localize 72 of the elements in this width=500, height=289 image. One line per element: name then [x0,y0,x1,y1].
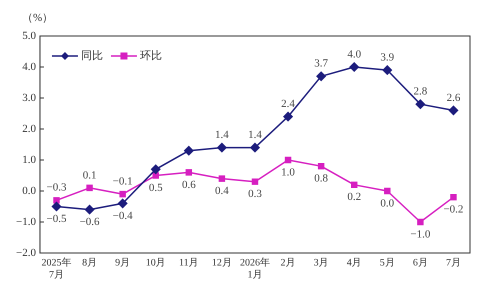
y-tick-label: 3.0 [22,92,36,104]
point [252,178,258,185]
y-axis-title: （%） [22,11,54,25]
point [316,72,326,82]
data-label: 0.5 [148,182,164,194]
data-label: −0.3 [46,182,67,194]
data-label: 3.7 [314,58,329,70]
data-label: 4.0 [347,48,362,60]
y-tick-label: 2.0 [22,122,36,135]
data-label: 2.8 [414,86,428,98]
data-label: 2.4 [281,98,296,110]
point [450,194,457,200]
point [382,65,392,75]
point [52,202,62,212]
x-tick-label: 12月 [212,258,232,269]
x-tick-label: 10月 [146,258,166,269]
data-label: 1.0 [281,166,296,178]
data-label: 2.6 [446,92,461,104]
point [186,169,192,176]
x-tick-label: 2月 [280,258,296,269]
x-tick-label: 11月 [178,258,199,269]
x-tick-label: 5月 [380,258,395,269]
x-tick-label: 7月 [446,258,461,269]
x-tick-label: 6月 [412,258,428,269]
point [217,142,227,152]
point [384,188,391,194]
data-label: 0.0 [380,197,395,210]
y-tick-label: 4.0 [22,60,36,73]
point [416,99,426,109]
data-label: 0.4 [215,184,230,197]
data-label: 1.4 [248,128,262,141]
x-tick-label: 4月 [346,258,362,269]
data-label: 0.6 [182,178,196,191]
point [318,162,324,170]
point [284,156,292,164]
point [448,106,458,116]
data-label: −0.6 [80,216,100,228]
data-label: 0.3 [248,188,262,200]
x-tick-label: 9月 [115,258,130,269]
y-tick-label: −2.0 [16,246,36,259]
data-label: 3.9 [380,51,395,64]
point [417,218,424,226]
data-label: −0.2 [443,204,464,216]
legend-label: 环比 [140,48,162,62]
legend-label: 同比 [80,48,103,62]
x-tick-label: 2026年 1月 [240,256,270,281]
x-tick-label: 2025年 7月 [41,256,72,281]
data-label: −0.4 [112,210,134,222]
data-label: 1.4 [215,128,230,141]
point [350,182,358,188]
y-tick-label: 1.0 [22,154,36,166]
data-label: −1.0 [410,228,431,240]
data-label: 0.2 [347,191,362,204]
data-label: 0.1 [82,169,96,182]
y-tick-label: −1.0 [16,216,36,228]
point [118,198,128,208]
point [218,175,226,182]
point [86,184,93,192]
data-label: −0.5 [46,212,67,225]
data-label: 0.8 [314,172,329,185]
y-tick-label: 5.0 [22,30,36,42]
point [349,62,359,72]
point [84,204,94,214]
point [184,146,194,156]
point [250,142,260,152]
point [119,190,126,198]
point [283,112,293,122]
x-tick-label: 3月 [314,258,329,269]
x-tick-label: 8月 [82,258,98,269]
data-label: −0.1 [112,175,133,188]
point [150,164,160,174]
y-tick-label: 0.0 [22,184,36,197]
